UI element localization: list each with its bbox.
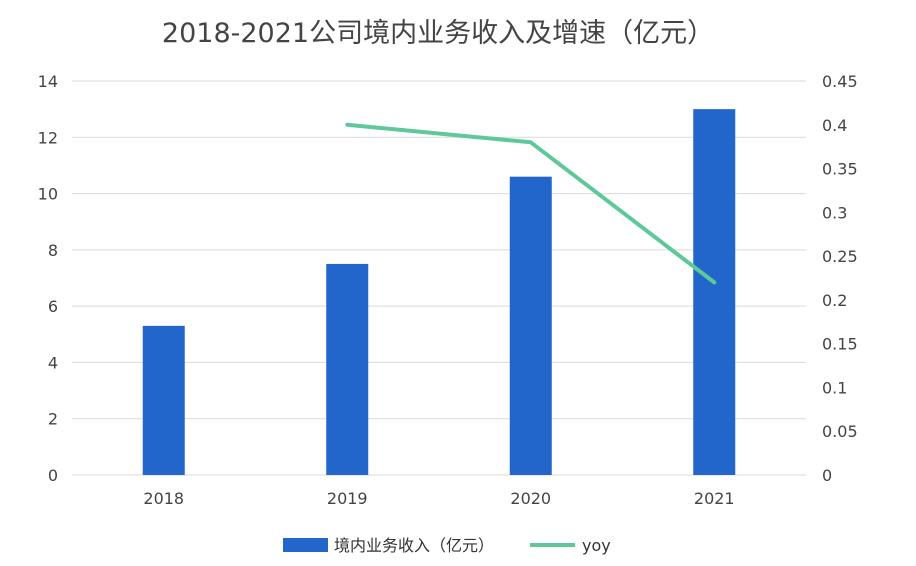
- left-tick-label: 6: [48, 297, 58, 316]
- right-tick-label: 0.05: [822, 422, 858, 441]
- legend-line-label: yoy: [582, 536, 611, 555]
- right-tick-label: 0.35: [822, 160, 858, 179]
- right-tick-label: 0.3: [822, 203, 847, 222]
- chart-title: 2018-2021公司境内业务收入及增速（亿元）: [162, 18, 714, 49]
- bar-series: [142, 109, 736, 476]
- right-tick-label: 0.45: [822, 72, 858, 91]
- right-tick-label: 0.4: [822, 116, 847, 135]
- left-tick-label: 8: [48, 241, 58, 260]
- right-axis-ticks: 0 0.05 0.1 0.15 0.2 0.25 0.3 0.35 0.4 0.45: [822, 72, 858, 485]
- left-tick-label: 14: [38, 72, 58, 91]
- right-tick-label: 0.25: [822, 247, 858, 266]
- x-axis-ticks: 2018 2019 2020 2021: [143, 489, 734, 508]
- bar-2021: [693, 109, 736, 476]
- left-tick-label: 4: [48, 353, 58, 372]
- legend: 境内业务收入（亿元） yoy: [283, 536, 611, 555]
- right-tick-label: 0.2: [822, 291, 847, 310]
- line-series: [345, 122, 717, 285]
- right-tick-label: 0.15: [822, 335, 858, 354]
- x-tick-label: 2018: [143, 489, 184, 508]
- legend-bar-label: 境内业务收入（亿元）: [334, 536, 494, 555]
- right-tick-label: 0: [822, 466, 832, 485]
- gridlines: [72, 80, 806, 476]
- left-tick-label: 10: [38, 185, 58, 204]
- x-tick-label: 2019: [327, 489, 368, 508]
- bar-2018: [142, 325, 185, 475]
- left-axis-ticks: 0 2 4 6 8 10 12 14: [38, 72, 58, 485]
- bar-2020: [509, 176, 552, 475]
- x-tick-label: 2020: [510, 489, 551, 508]
- left-tick-label: 12: [38, 128, 58, 147]
- bar-2019: [326, 263, 369, 475]
- x-tick-label: 2021: [694, 489, 735, 508]
- left-tick-label: 0: [48, 466, 58, 485]
- legend-bar-swatch: [283, 538, 328, 552]
- yoy-line: [345, 122, 717, 285]
- right-tick-label: 0.1: [822, 378, 847, 397]
- left-tick-label: 2: [48, 410, 58, 429]
